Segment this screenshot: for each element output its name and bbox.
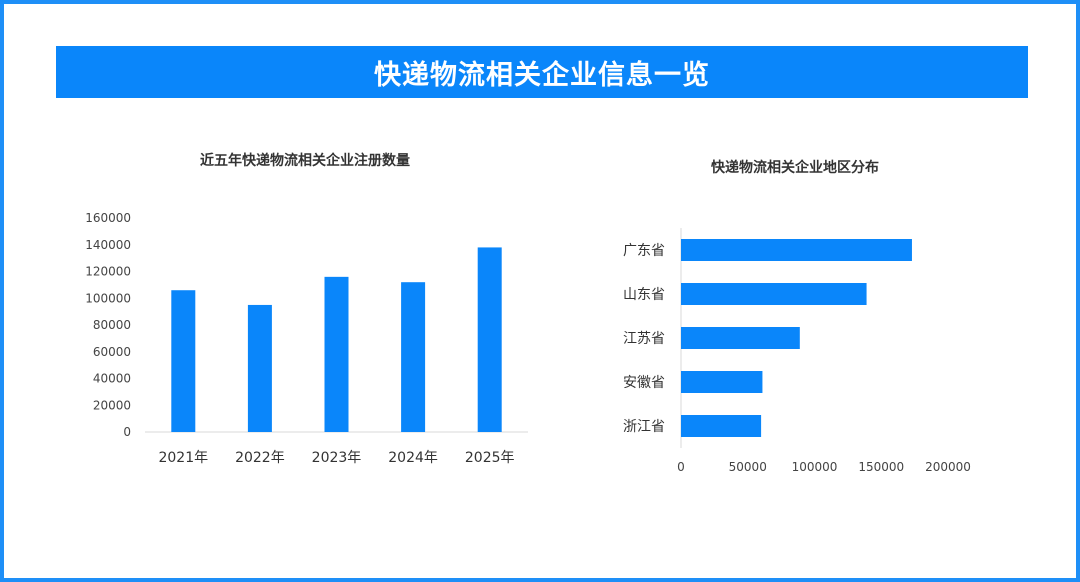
y-tick-label: 20000 <box>93 398 131 412</box>
bar <box>681 239 912 261</box>
bar <box>247 304 272 432</box>
x-tick-label: 2025年 <box>465 450 515 466</box>
y-tick-label: 40000 <box>93 372 131 386</box>
bar <box>681 283 867 305</box>
y-tick-label: 120000 <box>85 265 131 279</box>
x-tick-label: 2021年 <box>158 450 208 466</box>
y-tick-label: 140000 <box>85 238 131 252</box>
x-tick-label: 50000 <box>729 460 767 474</box>
y-tick-label: 广东省 <box>623 243 665 259</box>
bar <box>401 282 426 432</box>
y-tick-label: 浙江省 <box>623 419 665 435</box>
bar <box>681 415 762 437</box>
x-tick-label: 2024年 <box>388 450 438 466</box>
x-tick-label: 100000 <box>792 460 838 474</box>
x-tick-label: 0 <box>677 460 685 474</box>
y-tick-label: 80000 <box>93 318 131 332</box>
y-tick-label: 山东省 <box>623 287 665 303</box>
bar <box>681 327 800 349</box>
bar <box>171 290 196 432</box>
bar <box>477 247 502 432</box>
y-tick-label: 安徽省 <box>623 375 665 391</box>
page-title: 快递物流相关企业信息一览 <box>374 59 710 91</box>
x-tick-label: 200000 <box>925 460 971 474</box>
x-tick-label: 2022年 <box>235 450 285 466</box>
registration-chart-title: 近五年快递物流相关企业注册数量 <box>200 153 410 169</box>
bar <box>324 276 349 432</box>
y-tick-label: 100000 <box>85 291 131 305</box>
y-tick-label: 江苏省 <box>623 331 665 347</box>
bar <box>681 371 763 393</box>
x-tick-label: 150000 <box>858 460 904 474</box>
region-chart-title: 快递物流相关企业地区分布 <box>711 160 879 176</box>
y-tick-label: 160000 <box>85 211 131 225</box>
y-tick-label: 60000 <box>93 345 131 359</box>
y-tick-label: 0 <box>123 425 131 439</box>
title-banner: 快递物流相关企业信息一览 <box>56 46 1028 98</box>
x-tick-label: 2023年 <box>312 450 362 466</box>
